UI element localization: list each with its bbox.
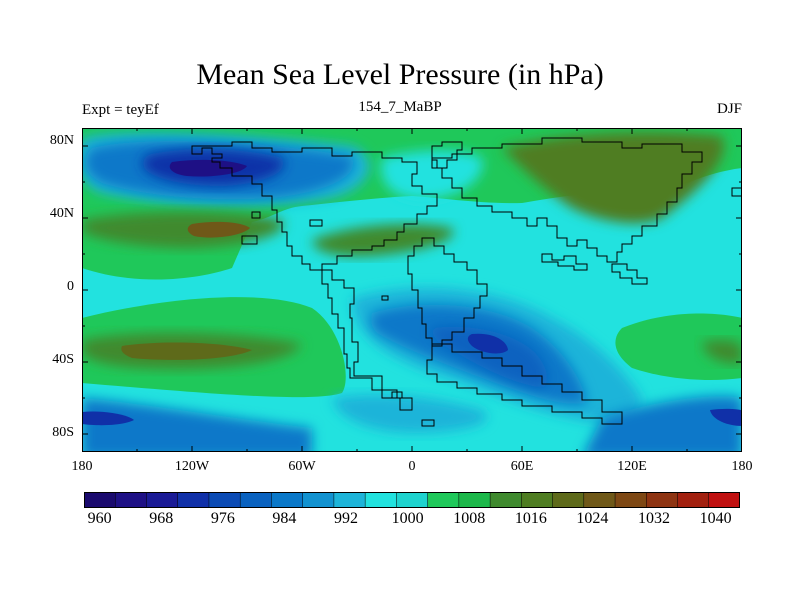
colorbar-tick-label: 984 <box>272 510 297 527</box>
coastline-north-america <box>191 141 438 271</box>
y-tick-label: 80S <box>52 425 74 440</box>
coastline-island-2 <box>391 391 403 399</box>
x-tick-label: 120E <box>617 459 647 474</box>
coastline-island-1 <box>381 295 389 301</box>
coastline-island-6 <box>251 211 261 219</box>
southern-east-high <box>702 340 742 364</box>
colorbar-cell <box>646 492 679 508</box>
y-tick-label: 40S <box>52 352 74 367</box>
experiment-label: Expt = teyEf <box>82 102 159 118</box>
x-tick-label: 180 <box>731 459 753 474</box>
colorbar-cell <box>552 492 585 508</box>
coastline-africa-south <box>407 237 488 347</box>
colorbar-cell <box>302 492 335 508</box>
colorbar-cell <box>708 492 740 508</box>
coastline-asia-islands-2 <box>611 263 648 285</box>
colorbar-tick-label: 1016 <box>514 510 547 527</box>
coastline-island-5 <box>309 219 323 227</box>
colorbar-cell <box>177 492 210 508</box>
colorbar-cell <box>364 492 398 508</box>
colorbar-cell <box>146 492 179 508</box>
colorbar-tick-label: 1032 <box>638 510 671 527</box>
coastline-greenland <box>431 141 463 169</box>
colorbar-tick-label: 968 <box>149 510 174 527</box>
x-tick-label: 120W <box>174 459 210 474</box>
x-tick-label: 180 <box>71 459 93 474</box>
colorbar-cell <box>84 492 116 508</box>
subtropical-high-north-west <box>82 211 284 248</box>
southern-subtropical-high-core <box>121 342 252 360</box>
colorbar-tick-label: 960 <box>87 510 112 527</box>
y-tick-label: 0 <box>67 279 74 294</box>
colorbar-cell <box>427 492 460 508</box>
southern-ocean-low-core-west <box>82 411 134 426</box>
colorbar-tick-label: 992 <box>334 510 359 527</box>
coastline-island-4 <box>241 235 258 245</box>
colorbar-cell <box>208 492 241 508</box>
colorbar-cell <box>396 492 429 508</box>
coastline-asia-islands <box>541 253 588 271</box>
coastline-island-3 <box>421 419 435 427</box>
southern-cyan-patch <box>332 394 488 433</box>
south-green-band-east <box>615 313 742 380</box>
coastline-south-america <box>321 269 413 411</box>
y-tick-label: 40N <box>49 206 74 221</box>
coastline-antarctic-complex <box>426 343 623 425</box>
coastline-eurasia <box>431 137 703 263</box>
continent-outlines <box>191 137 742 427</box>
colorbar-tick-label: 1040 <box>699 510 732 527</box>
colorbar-cell <box>614 492 648 508</box>
colorbar-cell <box>489 492 523 508</box>
colorbar-tick-label: 1008 <box>453 510 486 527</box>
colorbar-tick-label: 976 <box>210 510 235 527</box>
map-tick-marks <box>82 128 742 452</box>
colorbar-tick-label: 1000 <box>391 510 424 527</box>
colorbar-cell <box>677 492 710 508</box>
colorbar-cell <box>239 492 273 508</box>
experiment-id-label: 154_7_MaBP <box>358 99 442 115</box>
colorbar-tick-label: 1024 <box>576 510 609 527</box>
southern-continent-low-core <box>467 333 508 354</box>
eurasian-high <box>502 132 724 224</box>
colorbar-cell <box>583 492 616 508</box>
x-tick-label: 60E <box>510 459 534 474</box>
colorbar-cell <box>458 492 491 508</box>
y-tick-label: 80N <box>49 133 74 148</box>
southern-ocean-low-core-east <box>710 408 742 426</box>
x-tick-label: 60W <box>288 459 316 474</box>
plot-title: Mean Sea Level Pressure (in hPa) <box>196 58 604 91</box>
coastline-island-7 <box>731 187 742 197</box>
southern-ocean-low-belt <box>82 398 312 452</box>
season-label: DJF <box>716 101 742 117</box>
x-tick-label: 0 <box>408 459 416 474</box>
colorbar-cell <box>521 492 554 508</box>
colorbar-cell <box>114 492 148 508</box>
southern-continent-low-inner <box>430 326 548 388</box>
colorbar-frame <box>84 492 740 508</box>
colorbar-cell <box>271 492 304 508</box>
southern-ocean-low-belt-east <box>585 396 742 452</box>
north-atlantic-low-center <box>169 159 247 177</box>
colorbar <box>84 492 740 508</box>
pressure-map <box>82 128 742 452</box>
subtropical-high-north-center <box>312 224 454 257</box>
colorbar-cell <box>333 492 366 508</box>
subtropical-high-north-west-core <box>187 221 250 238</box>
